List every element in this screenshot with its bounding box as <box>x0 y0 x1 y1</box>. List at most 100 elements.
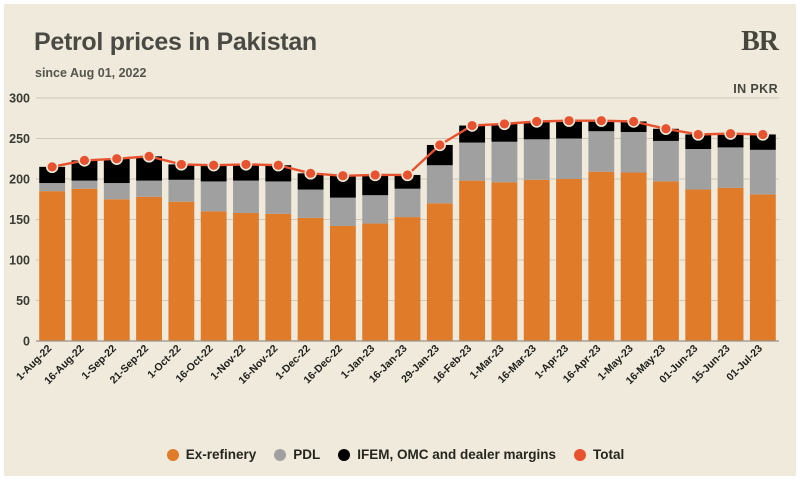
legend-label: Ex-refinery <box>185 447 257 462</box>
total-marker <box>433 138 447 152</box>
total-marker <box>659 122 673 135</box>
bar-segment <box>297 173 324 190</box>
bar-segment <box>749 134 776 150</box>
bar-segment <box>426 165 453 204</box>
total-marker <box>627 115 640 128</box>
bar-segment <box>136 196 162 341</box>
legend-item[interactable]: PDL <box>274 447 320 462</box>
bar-segment <box>71 180 98 189</box>
bar-segment <box>717 147 744 188</box>
bar-segment <box>233 213 259 341</box>
frame-border-bottom <box>0 476 800 480</box>
y-axis-tick-label: 200 <box>9 173 30 187</box>
legend-label: Total <box>593 447 625 462</box>
bar-segment <box>168 179 195 202</box>
bar-segment <box>491 123 518 142</box>
bar-segment <box>39 191 66 341</box>
bar-segment <box>556 120 582 139</box>
total-marker <box>465 119 479 132</box>
total-marker <box>756 128 770 141</box>
y-axis-tick-label: 300 <box>9 92 30 106</box>
y-axis-tick-label: 250 <box>9 132 30 146</box>
bar-segment <box>265 165 292 182</box>
bar-segment <box>394 217 421 341</box>
bar-segment <box>168 164 195 180</box>
total-marker <box>45 160 59 174</box>
bar-segment <box>459 142 486 181</box>
y-axis-tick-label: 0 <box>23 335 30 349</box>
bar-segment <box>523 139 550 180</box>
bar-segment <box>71 160 98 181</box>
bar-segment <box>329 175 356 198</box>
bar-segment <box>556 138 582 179</box>
bar-segment <box>588 171 615 341</box>
total-marker <box>692 128 705 141</box>
bar-segment <box>491 141 518 183</box>
legend-swatch-icon <box>338 448 351 461</box>
bar-segment <box>394 174 421 189</box>
page-subtitle: since Aug 01, 2022 <box>35 66 147 80</box>
legend-item[interactable]: Ex-refinery <box>166 447 257 462</box>
page-title: Petrol prices in Pakistan <box>34 28 317 56</box>
bar-segment <box>329 197 356 226</box>
bar-segment <box>297 217 324 341</box>
bar-segment <box>685 134 712 150</box>
bar-segment <box>685 149 712 190</box>
bar-segment <box>103 183 130 200</box>
legend-label: PDL <box>293 447 321 462</box>
bar-segment <box>233 180 259 214</box>
bar-segment <box>200 211 227 341</box>
bar-segment <box>297 189 324 218</box>
total-marker <box>562 114 576 127</box>
x-axis-tick-label: 01-Jul-23 <box>724 343 765 384</box>
bar-segment <box>556 179 582 341</box>
bar-segment <box>103 199 130 341</box>
bar-segment <box>459 180 486 341</box>
total-marker <box>530 115 543 128</box>
bar-segment <box>362 174 389 196</box>
bar-segment <box>588 131 615 172</box>
legend-item[interactable]: Total <box>574 447 624 462</box>
y-axis-tick-label: 50 <box>16 294 30 308</box>
br-logo: BR <box>741 26 779 57</box>
frame-border-left <box>0 0 4 480</box>
bar-segment <box>233 164 259 181</box>
bar-segment <box>685 189 712 341</box>
bar-segment <box>329 225 356 341</box>
bar-segment <box>394 188 421 218</box>
bar-segment <box>653 181 679 341</box>
total-marker <box>498 117 511 131</box>
frame-border-top <box>0 0 800 4</box>
bar-segment <box>136 180 162 197</box>
frame-border-right <box>796 0 800 480</box>
bar-segment <box>749 194 776 341</box>
y-axis-tick-label: 100 <box>9 254 30 268</box>
bar-segment <box>200 181 227 212</box>
total-marker <box>368 168 382 182</box>
legend-swatch-icon <box>274 448 287 461</box>
bar-segment <box>620 132 647 173</box>
bar-segment <box>523 121 550 140</box>
total-marker <box>142 150 156 163</box>
bar-segment <box>265 181 292 214</box>
bar-segment <box>620 172 647 341</box>
total-marker <box>401 168 414 182</box>
total-marker <box>595 114 608 127</box>
bar-segment <box>39 183 66 192</box>
legend-label: IFEM, OMC and dealer margins <box>357 447 557 462</box>
legend-item[interactable]: IFEM, OMC and dealer margins <box>338 447 556 462</box>
bar-segment <box>653 140 679 182</box>
bar-segment <box>168 201 195 341</box>
total-marker <box>336 169 350 182</box>
chart-legend: Ex-refinery PDL IFEM, OMC and dealer margi… <box>0 447 800 462</box>
legend-swatch-icon <box>166 448 179 461</box>
total-marker <box>304 167 317 180</box>
unit-label: IN PKR <box>733 82 778 96</box>
total-marker <box>239 158 253 171</box>
bar-segment <box>39 166 66 184</box>
total-marker <box>207 159 220 172</box>
bar-segment <box>749 149 776 195</box>
bar-segment <box>717 187 744 341</box>
